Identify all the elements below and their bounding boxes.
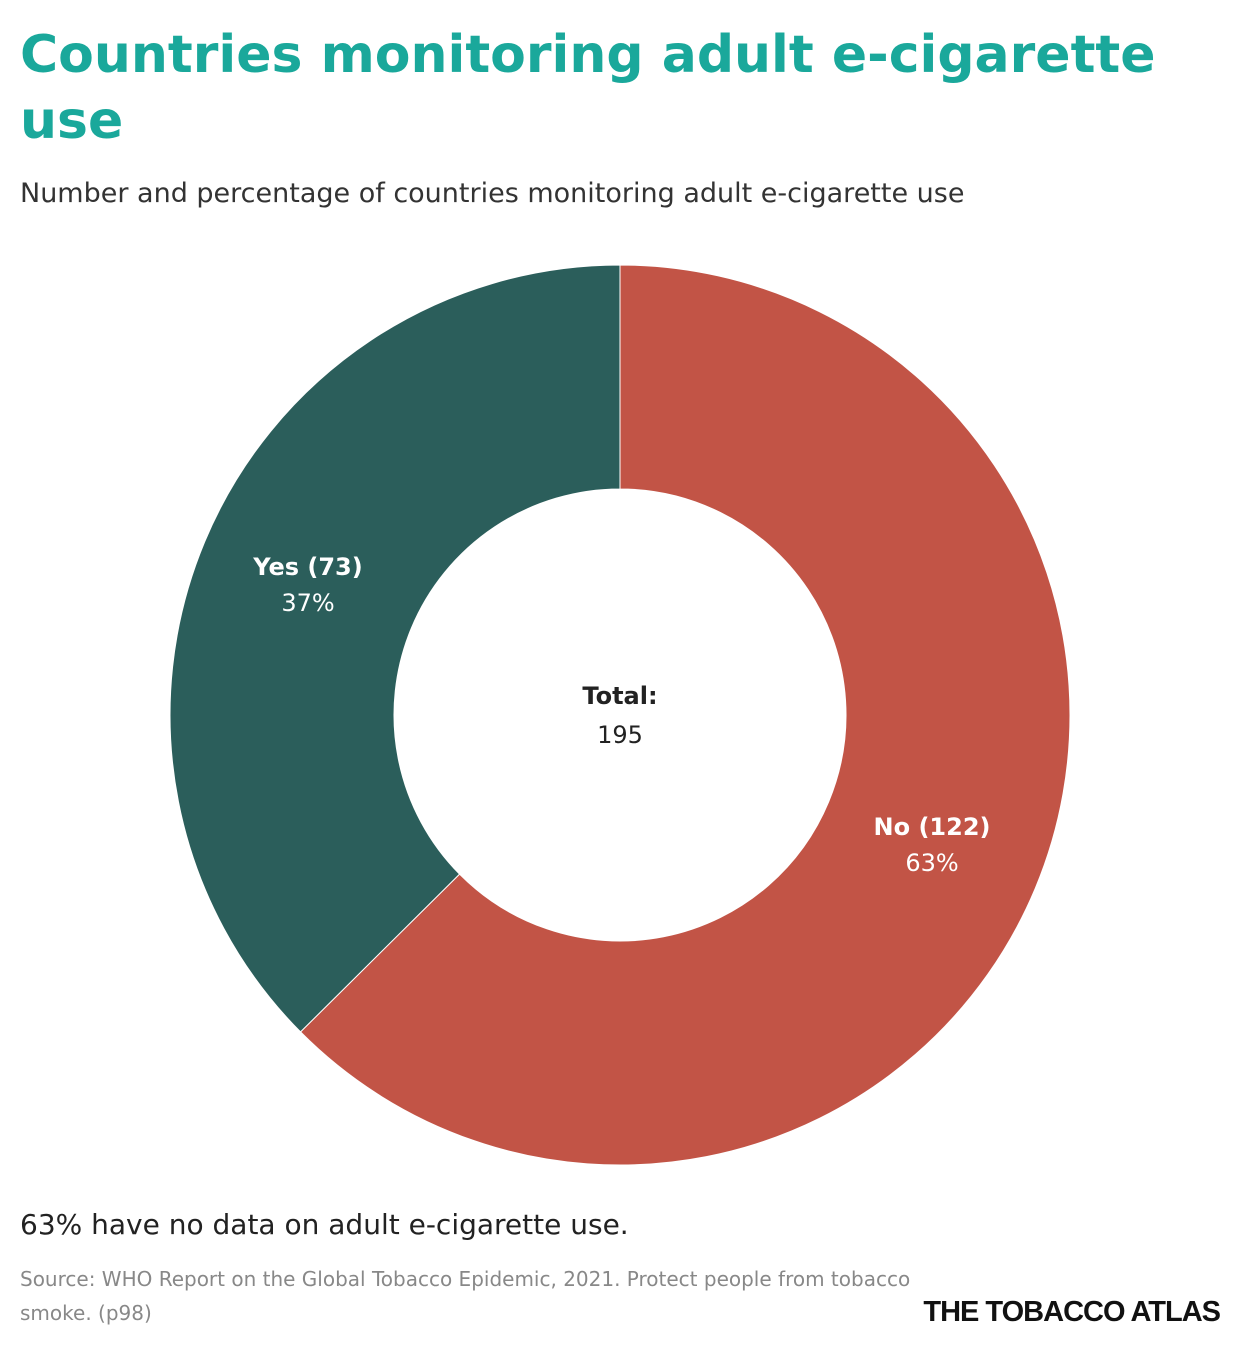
segment-label: No (122) — [874, 813, 991, 841]
total-value: 195 — [597, 721, 643, 749]
note: 63% have no data on adult e-cigarette us… — [20, 1208, 629, 1241]
total-label: Total: — [582, 682, 657, 710]
segment-label: Yes (73) — [252, 553, 362, 581]
chart-subtitle: Number and percentage of countries monit… — [20, 178, 965, 209]
segment-percent: 37% — [281, 589, 334, 617]
segment-percent: 63% — [905, 849, 958, 877]
donut-segment — [169, 264, 621, 1033]
chart: Total: 195 Yes (73) 37% No (122) 63% — [169, 264, 1071, 1166]
donut-segment — [299, 264, 1071, 1166]
brand: THE TOBACCO ATLAS — [923, 1296, 1221, 1328]
source: Source: WHO Report on the Global Tobacco… — [20, 1267, 911, 1325]
chart-title: Countries monitoring adult e-cigarette u… — [20, 25, 1156, 151]
